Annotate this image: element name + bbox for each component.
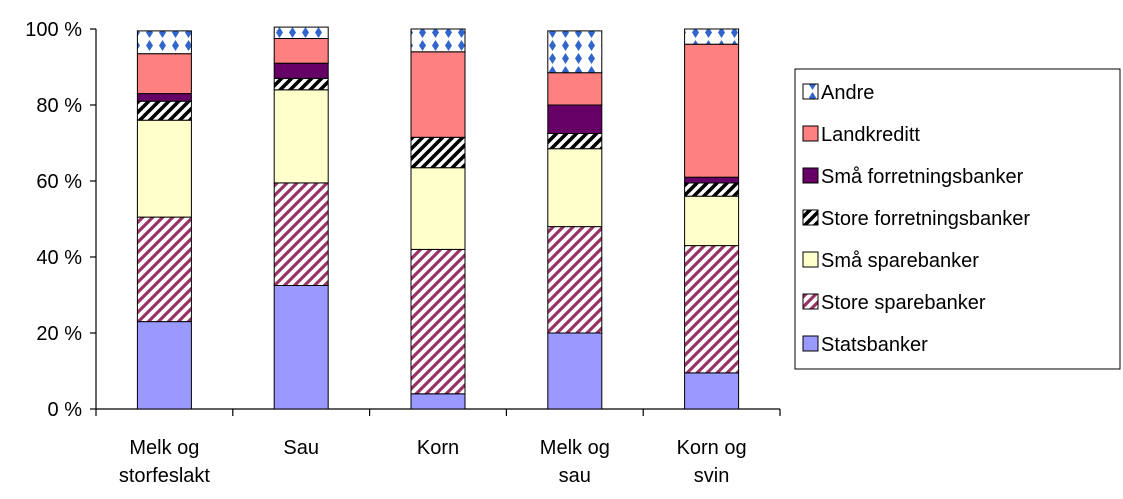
bar-segment-store-forretningsbanker <box>273 77 329 91</box>
bar-segment-små-sparebanker <box>273 89 329 184</box>
y-tick-label: 60 % <box>36 171 82 193</box>
x-tick-label: Sau <box>283 437 319 459</box>
bar-segment-store-forretningsbanker <box>684 182 740 197</box>
x-tick-label: Korn og svin <box>677 437 747 487</box>
bar-segment-store-sparebanker <box>410 248 466 395</box>
bar-segment-små-forretningsbanker <box>547 104 603 134</box>
bar-segment-store-forretningsbanker <box>136 100 192 121</box>
x-tick-label: Korn <box>417 437 459 459</box>
bar-segment-store-sparebanker <box>684 245 740 374</box>
bar-segment-små-sparebanker <box>410 167 466 250</box>
bar-segment-landkreditt <box>273 38 329 64</box>
bar-segment-statsbanker <box>136 321 192 410</box>
bar-segment-små-forretningsbanker <box>136 93 192 102</box>
bar-segment-statsbanker <box>273 285 329 410</box>
y-tick-label: 40 % <box>36 247 82 269</box>
bar-segment-store-sparebanker <box>273 182 329 286</box>
bar-segment-store-sparebanker <box>547 226 603 334</box>
bar-segment-store-sparebanker <box>136 216 192 323</box>
legend-swatch <box>802 335 819 352</box>
y-tick-label: 20 % <box>36 323 82 345</box>
x-tick-label: Melk og sau <box>540 437 610 487</box>
bar-segment-små-forretningsbanker <box>273 62 329 79</box>
legend-label: Små sparebanker <box>821 250 979 272</box>
y-tick-label: 100 % <box>25 19 82 41</box>
legend-swatch <box>802 209 819 226</box>
legend-box <box>794 68 1121 370</box>
axes: 0 % 20 % 40 % 60 % 80 % 100 % Melk og storfesla… <box>25 19 781 487</box>
bar-segment-landkreditt <box>684 43 740 178</box>
legend-swatch <box>802 251 819 268</box>
x-tick-label: Melk og storfeslakt <box>119 437 211 487</box>
legend-label: Andre <box>821 82 874 104</box>
legend: Andre Landkreditt Små forretningsbanker Sto… <box>794 68 1121 370</box>
legend-label: Landkreditt <box>821 124 920 146</box>
bar-segment-små-forretningsbanker <box>684 176 740 184</box>
y-tick-label: 80 % <box>36 95 82 117</box>
legend-swatch <box>802 83 819 100</box>
y-tick-label: 0 % <box>48 399 83 421</box>
bar-segment-store-forretningsbanker <box>547 133 603 150</box>
bars <box>136 26 740 410</box>
bar-segment-andre <box>684 28 740 45</box>
legend-label: Statsbanker <box>821 334 928 356</box>
bar-segment-statsbanker <box>547 332 603 410</box>
bar-segment-statsbanker <box>684 372 740 410</box>
legend-swatch <box>802 125 819 142</box>
bar-segment-små-sparebanker <box>684 195 740 247</box>
bar-segment-landkreditt <box>547 72 603 106</box>
bar-segment-landkreditt <box>410 51 466 138</box>
bar-segment-store-forretningsbanker <box>410 136 466 169</box>
bar-segment-små-sparebanker <box>547 148 603 228</box>
bar-segment-andre <box>547 30 603 74</box>
bar-segment-andre <box>136 30 192 55</box>
legend-swatch <box>802 293 819 310</box>
legend-label: Store forretningsbanker <box>821 208 1030 230</box>
bar-segment-andre <box>273 26 329 39</box>
legend-swatch <box>802 167 819 184</box>
legend-label: Store sparebanker <box>821 292 986 314</box>
bar-segment-landkreditt <box>136 53 192 95</box>
bar-segment-andre <box>410 28 466 53</box>
bar-segment-statsbanker <box>410 393 466 410</box>
bar-segment-små-sparebanker <box>136 119 192 218</box>
legend-label: Små forretningsbanker <box>821 166 1024 188</box>
